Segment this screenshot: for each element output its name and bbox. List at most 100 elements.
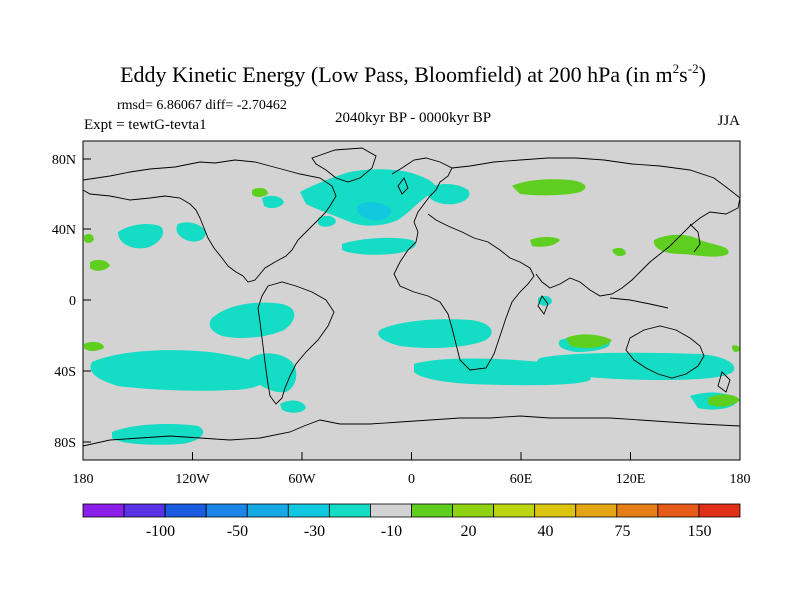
colorbar-cell xyxy=(657,503,700,518)
lon-label: 180 xyxy=(730,472,751,487)
patch-alaska xyxy=(262,195,284,209)
patch-south-pacific-green xyxy=(84,341,104,351)
coast-madagascar xyxy=(537,295,549,315)
patch-drake xyxy=(280,400,306,413)
colorbar-cell xyxy=(452,503,495,518)
lon-tick: 60E xyxy=(510,452,533,487)
colorbar-cell xyxy=(82,503,125,518)
patch-north-pacific-green xyxy=(84,233,94,243)
coast-indonesia xyxy=(609,297,669,309)
lon-tick: 180 xyxy=(73,452,94,487)
colorbar-label: -100 xyxy=(146,523,175,540)
lat-tick: 80N xyxy=(52,153,91,168)
coast-new-zealand xyxy=(717,371,731,393)
colorbar-cell xyxy=(534,503,577,518)
lat-tick: 40S xyxy=(54,365,91,380)
lon-label: 120W xyxy=(175,472,210,487)
season-label: JJA xyxy=(717,113,740,129)
lon-label: 0 xyxy=(408,472,415,487)
patch-north-atlantic xyxy=(300,169,436,226)
patch-siberia xyxy=(512,179,586,196)
lon-tick: 60W xyxy=(288,452,316,487)
patch-west-pacific xyxy=(90,259,110,271)
colorbar-cell xyxy=(205,503,248,518)
lon-tick: 0 xyxy=(408,452,415,487)
patch-central-asia xyxy=(530,237,560,247)
colorbar-cell xyxy=(575,503,618,518)
coast-south-america xyxy=(257,281,335,405)
colorbar-cell xyxy=(246,503,289,518)
colorbar-label: -30 xyxy=(304,523,325,540)
colorbar-label: 20 xyxy=(461,523,477,540)
colorbar-cell xyxy=(493,503,536,518)
colorbar-cell xyxy=(123,503,166,518)
patch-australia-south xyxy=(536,352,735,380)
colorbar-cell xyxy=(698,503,741,518)
patch-north-pacific-1 xyxy=(118,224,164,249)
patch-canada xyxy=(252,187,268,197)
lat-label: 80S xyxy=(54,436,76,451)
lat-tick: 80S xyxy=(54,436,91,451)
patch-tasman-green xyxy=(708,394,740,407)
figure-title: Eddy Kinetic Energy (Low Pass, Bloomfiel… xyxy=(120,61,706,87)
colorbar-label: 150 xyxy=(688,523,712,540)
anomaly-patches xyxy=(84,169,740,445)
lat-label: 80N xyxy=(52,153,76,168)
colorbar-cells xyxy=(82,503,741,518)
patch-nw-pacific-small xyxy=(612,247,626,257)
coast-north-america xyxy=(83,159,337,283)
coast-uk xyxy=(397,177,409,195)
lon-label: 60W xyxy=(288,472,316,487)
lon-tick: 180 xyxy=(730,452,751,487)
colorbar-cell xyxy=(370,503,412,518)
patch-labrador xyxy=(426,184,470,205)
latitude-axis: 80N 40N 0 40S 80S xyxy=(52,153,91,451)
lat-tick: 40N xyxy=(52,223,91,238)
lat-label: 40S xyxy=(54,365,76,380)
patch-east-pacific-green xyxy=(732,345,740,353)
lon-label: 120E xyxy=(616,472,646,487)
colorbar-label: -10 xyxy=(381,523,402,540)
colorbar-cell xyxy=(616,503,659,518)
experiment-label: Expt = tewtG-tevta1 xyxy=(84,117,207,133)
colorbar-cell xyxy=(164,503,207,518)
colorbar-label: 40 xyxy=(538,523,554,540)
lon-tick: 120E xyxy=(616,452,646,487)
lon-label: 180 xyxy=(73,472,94,487)
colorbar-cell xyxy=(328,503,371,518)
lon-tick: 120W xyxy=(175,452,210,487)
stats-label: rmsd= 6.86067 diff= -2.70462 xyxy=(117,98,287,113)
coastlines xyxy=(83,147,740,447)
colorbar-label: 75 xyxy=(615,523,631,540)
lat-label: 40N xyxy=(52,223,76,238)
lon-label: 60E xyxy=(510,472,533,487)
colorbar-labels: -100 -50 -30 -10 20 40 75 150 xyxy=(146,523,712,540)
patch-north-atlantic-core xyxy=(356,202,391,221)
colorbar-label: -50 xyxy=(227,523,248,540)
lat-tick: 0 xyxy=(69,294,91,309)
patch-north-pacific-2 xyxy=(176,222,206,242)
patch-west-atlantic-small xyxy=(318,215,336,227)
coast-greenland xyxy=(311,147,377,183)
coast-europe-africa xyxy=(391,157,535,371)
colorbar: -100 -50 -30 -10 20 40 75 150 xyxy=(82,503,741,540)
patch-south-atlantic xyxy=(378,319,492,348)
patch-south-pacific-3 xyxy=(248,353,297,393)
coast-australia xyxy=(625,325,705,379)
patch-south-pacific-2 xyxy=(90,350,271,391)
patch-nw-pacific xyxy=(653,234,729,257)
coast-antarctica xyxy=(83,415,740,447)
colorbar-cell xyxy=(411,503,453,518)
lat-label: 0 xyxy=(69,294,76,309)
patch-south-pacific-south xyxy=(112,424,204,445)
patch-southern-indian-green xyxy=(566,334,612,348)
period-label: 2040kyr BP - 0000kyr BP xyxy=(335,110,491,126)
coast-japan xyxy=(689,223,701,253)
colorbar-cell xyxy=(287,503,330,518)
map-panel: 80N 40N 0 40S 80S 180 120W 60W 0 60E 120… xyxy=(52,140,751,487)
coast-asia xyxy=(451,157,740,297)
longitude-axis: 180 120W 60W 0 60E 120E 180 xyxy=(73,452,751,487)
patch-south-pacific-1 xyxy=(209,302,295,338)
patch-central-atlantic xyxy=(342,237,416,255)
